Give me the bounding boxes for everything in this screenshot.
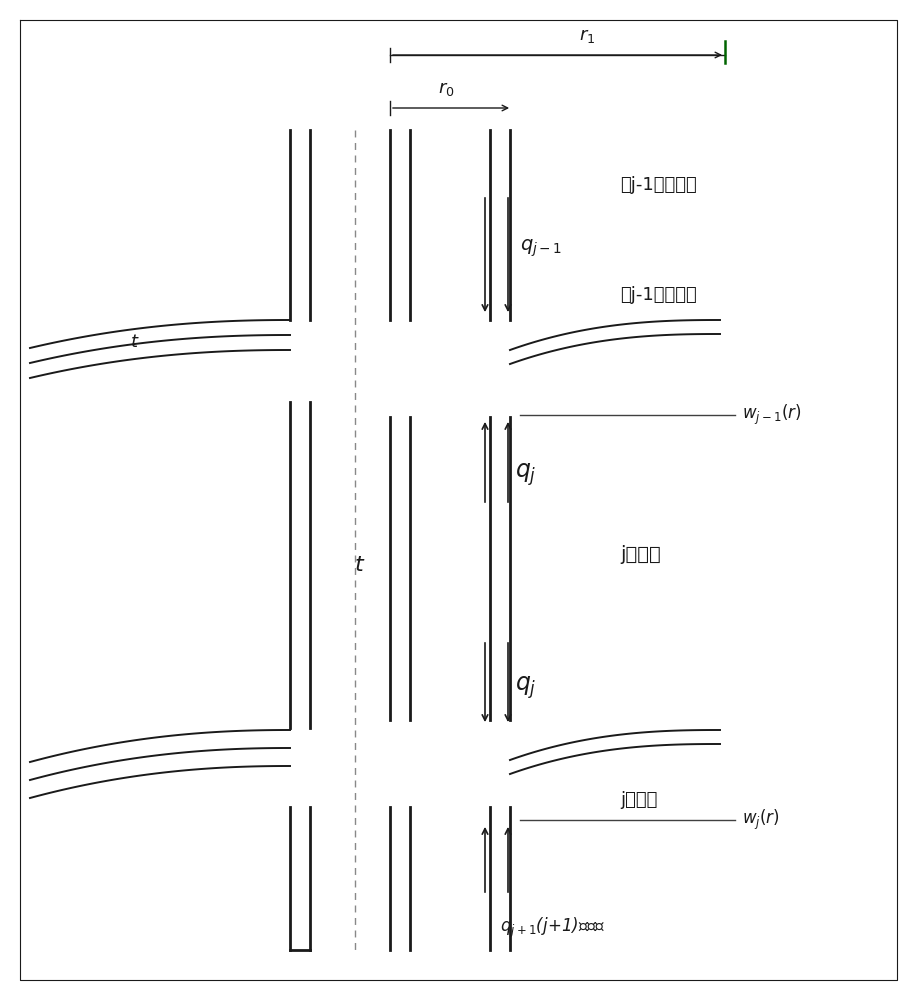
Text: $q_{j-1}$: $q_{j-1}$ [520, 237, 562, 259]
Text: $r_0$: $r_0$ [437, 80, 454, 98]
Text: $q_{j+1}$(j+1)层基板: $q_{j+1}$(j+1)层基板 [500, 916, 605, 940]
Text: $r_1$: $r_1$ [580, 27, 596, 45]
Text: $w_{j-1}(r)$: $w_{j-1}(r)$ [742, 403, 801, 427]
Text: $w_{j}(r)$: $w_{j}(r)$ [742, 808, 779, 832]
Text: $t$: $t$ [354, 555, 366, 575]
Text: （j-1）层基板: （j-1）层基板 [620, 176, 697, 194]
Text: $q_{j}$: $q_{j}$ [515, 675, 536, 701]
Text: j层焊盘: j层焊盘 [620, 791, 657, 809]
Text: j层基板: j层基板 [620, 546, 661, 564]
Text: $q_{j}$: $q_{j}$ [515, 462, 536, 488]
Text: $t$: $t$ [130, 333, 139, 351]
Text: （j-1）层焊盘: （j-1）层焊盘 [620, 286, 697, 304]
